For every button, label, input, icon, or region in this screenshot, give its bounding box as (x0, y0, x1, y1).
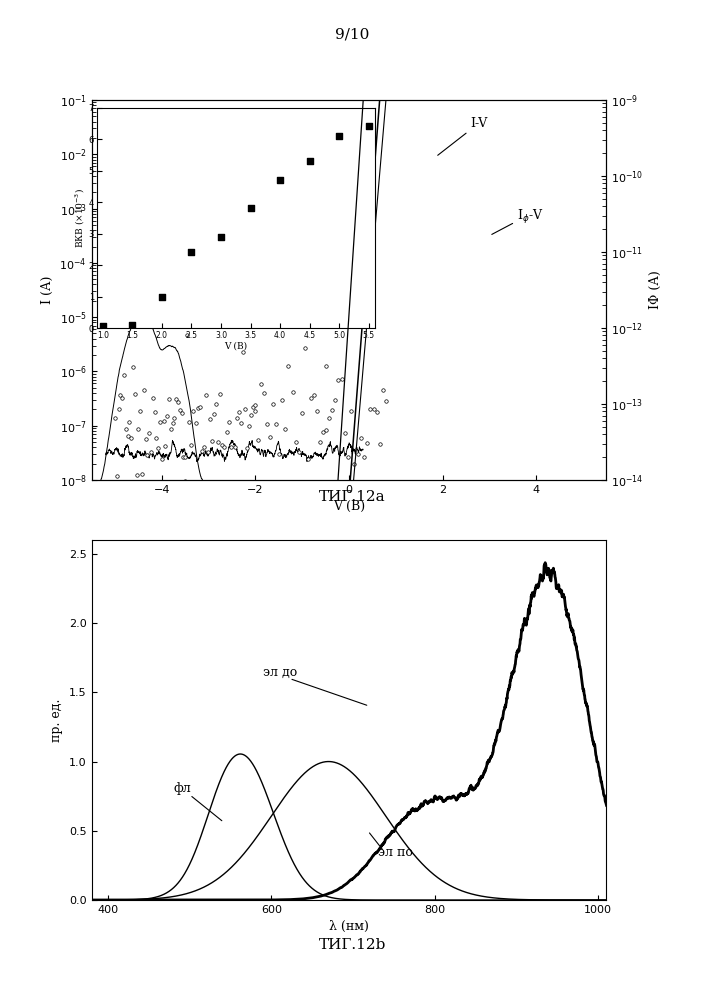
Text: эл по: эл по (378, 846, 412, 859)
X-axis label: V (В): V (В) (333, 500, 365, 513)
Text: ΤИГ.12b: ΤИГ.12b (319, 938, 386, 952)
Text: ΤИГ.12a: ΤИГ.12a (319, 490, 386, 504)
Text: 9/10: 9/10 (336, 28, 369, 42)
Text: I$_{\phi}$-V: I$_{\phi}$-V (517, 208, 544, 226)
Y-axis label: IΦ (А): IΦ (А) (649, 271, 662, 309)
Text: I-V: I-V (471, 117, 488, 130)
Y-axis label: пр. ед.: пр. ед. (51, 698, 63, 742)
X-axis label: λ (нм): λ (нм) (329, 920, 369, 933)
Y-axis label: I (А): I (А) (41, 276, 54, 304)
Text: эл до: эл до (263, 666, 298, 679)
Text: фл: фл (173, 782, 191, 795)
